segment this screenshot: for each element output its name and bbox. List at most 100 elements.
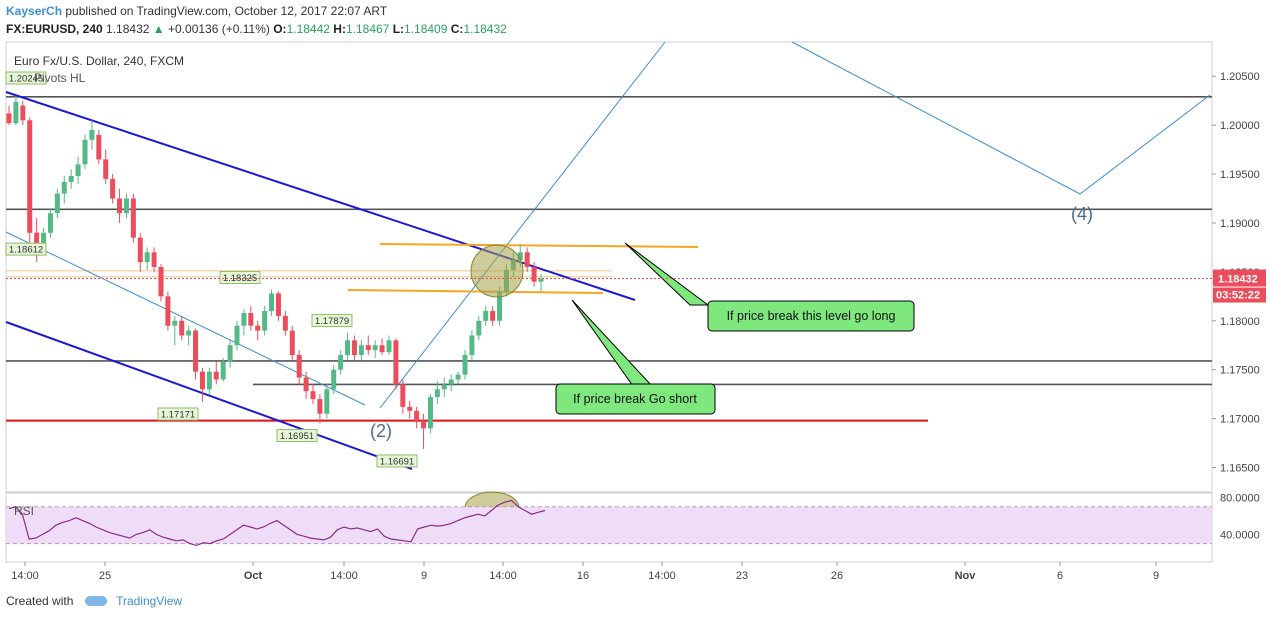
y-axis-tick-label: 1.20500	[1220, 71, 1260, 83]
candle-body	[282, 315, 288, 331]
candle-body	[275, 293, 281, 316]
pivot-label-box	[5, 71, 47, 85]
candle-body	[220, 361, 226, 380]
footer: Created with TradingView	[6, 594, 182, 608]
candle-body	[372, 345, 378, 351]
last-price-value: 1.18432	[1218, 274, 1258, 286]
candle-body	[289, 330, 295, 356]
candle-body	[89, 130, 95, 140]
last-price: 1.18432	[106, 22, 150, 36]
candle-body	[158, 267, 164, 297]
candle-body	[393, 340, 399, 385]
candle-body	[41, 232, 47, 251]
candle-body	[123, 198, 129, 214]
candle-body	[310, 391, 316, 400]
publish-info: published on TradingView.com, October 12…	[65, 4, 388, 18]
candle-body	[379, 345, 385, 353]
candle-body	[455, 374, 461, 380]
candle-body	[27, 120, 33, 233]
candle-body	[324, 389, 330, 414]
y-axis-tick-label: 1.17000	[1220, 414, 1260, 426]
candle-body	[117, 198, 123, 214]
candle-body	[497, 291, 503, 321]
candle-body	[199, 371, 205, 390]
orange-breakdown-line	[347, 289, 604, 294]
author-link[interactable]: KayserCh	[6, 4, 63, 18]
callout-pointer	[624, 242, 710, 306]
candle-body	[317, 399, 323, 414]
x-axis-tick-label: 16	[577, 570, 589, 582]
wave-label: (4)	[1071, 204, 1093, 224]
countdown-tag	[1213, 287, 1266, 303]
candle-body	[248, 312, 254, 326]
pivot-label-box	[157, 407, 199, 421]
candle-body	[75, 164, 81, 177]
rsi-line	[8, 499, 546, 547]
close-value: 1.18432	[463, 22, 507, 36]
x-axis-tick-label: 25	[99, 570, 111, 582]
high-label: H:	[333, 22, 346, 36]
candle-body	[331, 369, 337, 390]
candle-body	[34, 232, 40, 251]
rsi-band	[6, 506, 1212, 544]
candle-body	[448, 379, 454, 385]
low-label: L:	[392, 22, 405, 36]
trend-line-thin	[5, 231, 366, 406]
candle-body	[144, 252, 150, 263]
projection-line	[379, 41, 666, 409]
pivot-label-text: 1.20245	[9, 74, 43, 85]
pivot-label-text: 1.17171	[161, 410, 195, 421]
candle-body	[421, 420, 427, 429]
candle-body	[462, 355, 468, 375]
x-axis-tick-label: 9	[1153, 570, 1159, 582]
candle-body	[179, 320, 185, 336]
candle-body	[186, 330, 192, 336]
pivot-label-text: 1.17879	[315, 316, 349, 327]
channel-upper-line	[5, 91, 636, 301]
candle-body	[476, 320, 482, 336]
candle-body	[427, 397, 433, 429]
candle-body	[407, 406, 413, 411]
x-axis-tick-label: Oct	[244, 570, 263, 582]
rsi-axis-tick-label: 80.0000	[1220, 493, 1260, 505]
highlight-circle	[470, 244, 524, 298]
y-axis-tick-label: 1.18000	[1220, 316, 1260, 328]
pivot-label-box	[376, 454, 418, 468]
x-axis-tick-label: 14:00	[648, 570, 676, 582]
candle-body	[338, 355, 344, 370]
candle-body	[262, 311, 268, 331]
last-price-tag	[1213, 269, 1266, 287]
candle-body	[68, 176, 74, 182]
x-axis-tick-label: Nov	[955, 570, 977, 582]
candle-body	[172, 320, 178, 326]
candle-body	[400, 384, 406, 407]
candle-body	[130, 198, 136, 238]
x-axis-tick-label: 6	[1057, 570, 1063, 582]
candle-body	[13, 101, 19, 124]
candle-body	[469, 335, 475, 356]
candle-body	[531, 267, 537, 282]
open-value: 1.18442	[286, 22, 330, 36]
y-axis-tick-label: 1.19500	[1220, 169, 1260, 181]
x-axis-tick-label: 26	[831, 570, 843, 582]
rsi-axis-tick-label: 40.0000	[1220, 529, 1260, 541]
candle-body	[206, 371, 212, 390]
candle-body	[82, 139, 88, 165]
close-label: C:	[450, 22, 464, 36]
pivot-label-text: 1.16951	[280, 431, 314, 442]
candle-body	[386, 340, 392, 353]
candle-body	[227, 345, 233, 362]
callout-short-text: If price break Go short	[573, 392, 697, 406]
open-label: O:	[273, 22, 287, 36]
candle-body	[269, 293, 275, 312]
x-axis-tick-label: 14:00	[489, 570, 517, 582]
candle-body	[351, 340, 357, 356]
tradingview-link[interactable]: TradingView	[116, 594, 183, 608]
chart-title: Euro Fx/U.S. Dollar, 240, FXCM	[14, 54, 184, 68]
candle-body	[193, 330, 199, 372]
candle-body	[255, 325, 261, 331]
callout-short-box	[555, 383, 716, 415]
candle-body	[241, 312, 247, 326]
x-axis-tick-label: 9	[421, 570, 427, 582]
